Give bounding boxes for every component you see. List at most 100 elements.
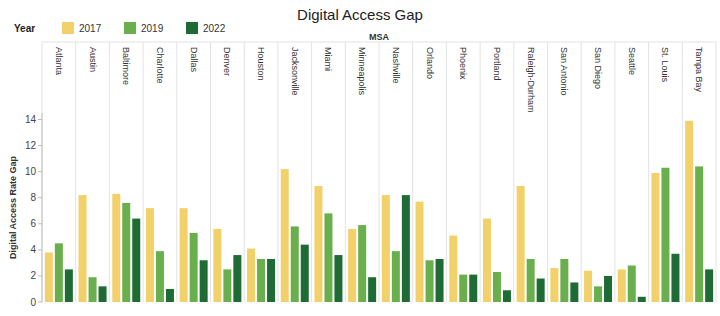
y-axis-label: Digital Access Rate Gap (8, 155, 18, 259)
bar (483, 219, 491, 302)
facet-separator (480, 42, 481, 302)
category-label: Tampa Bay (694, 47, 704, 93)
category-label: Portland (492, 47, 502, 81)
legend-title: Year (14, 23, 35, 34)
x-axis-label: MSA (369, 32, 390, 42)
bar (560, 259, 568, 302)
facet-separator (614, 42, 615, 302)
bar (89, 277, 97, 302)
category-label: San Antonio (559, 47, 569, 96)
category-label: Orlando (425, 47, 435, 79)
category-label: Denver (222, 47, 232, 76)
facet-separator (379, 42, 380, 302)
facet-separator (716, 42, 717, 302)
legend-swatch (186, 22, 198, 34)
bar (604, 276, 612, 302)
legend-label: 2022 (203, 23, 226, 34)
y-axis-line (42, 113, 43, 302)
category-labels: AtlantaAustinBaltimoreCharlotteDallasDen… (54, 47, 704, 113)
legend-label: 2017 (79, 23, 102, 34)
bar (324, 213, 332, 302)
legend-swatch (124, 22, 136, 34)
y-tick (38, 197, 42, 198)
category-label: San Diego (593, 47, 603, 89)
bar (247, 249, 255, 302)
y-tick (38, 302, 42, 303)
y-tick-label: 8 (30, 192, 36, 203)
facet-separator (311, 42, 312, 302)
bar (122, 203, 130, 302)
bar (594, 286, 602, 302)
category-label: St. Louis (660, 47, 670, 83)
legend: Year 2017 2019 2022 (14, 22, 226, 34)
bar (132, 219, 140, 302)
bar (233, 255, 241, 302)
bar (570, 282, 578, 302)
bar (402, 195, 410, 302)
facet-separator (446, 42, 447, 302)
facet-separator (109, 42, 110, 302)
legend-swatch (62, 22, 74, 34)
bar (314, 186, 322, 302)
facet-separators (42, 42, 716, 302)
bar (628, 266, 636, 302)
bar (291, 226, 299, 302)
bar (661, 168, 669, 302)
y-tick-label: 14 (25, 114, 37, 125)
bar (213, 229, 221, 302)
bar (368, 277, 376, 302)
y-tick-label: 0 (30, 297, 36, 308)
bar (459, 275, 467, 302)
facet-separator (244, 42, 245, 302)
bar (503, 290, 511, 302)
bar (257, 259, 265, 302)
facet-separator (75, 42, 76, 302)
category-label: Charlotte (155, 47, 165, 84)
category-label: Dallas (189, 47, 199, 73)
bar (55, 243, 63, 302)
bar (200, 260, 208, 302)
bar (301, 245, 309, 302)
bar (112, 194, 120, 302)
bar (671, 254, 679, 302)
bar (146, 208, 154, 302)
category-label: Jacksonville (290, 47, 300, 96)
facet-separator (513, 42, 514, 302)
bar (550, 268, 558, 302)
category-label: Minneapolis (357, 47, 367, 96)
facet-separator (412, 42, 413, 302)
bar (392, 251, 400, 302)
y-tick-label: 4 (30, 244, 36, 255)
bar (651, 173, 659, 302)
chart: Digital Access Gap Year 2017 2019 2022 MSA Atl… (0, 0, 720, 316)
y-tick (38, 145, 42, 146)
bar (638, 297, 646, 302)
legend-label: 2019 (141, 23, 164, 34)
bar (180, 208, 188, 302)
bar (695, 166, 703, 302)
y-tick (38, 249, 42, 250)
bar (65, 269, 73, 302)
bar (166, 289, 174, 302)
category-label: Baltimore (121, 47, 131, 85)
category-label: Houston (256, 47, 266, 81)
facet-separator (682, 42, 683, 302)
y-ticks: 02468101214 (25, 114, 42, 307)
facet-separator (143, 42, 144, 302)
facet-separator (277, 42, 278, 302)
facet-separator (581, 42, 582, 302)
bar (156, 251, 164, 302)
category-label: Raleigh-Durham (526, 47, 536, 113)
category-label: Seattle (627, 47, 637, 75)
bar (99, 286, 107, 302)
bar (416, 202, 424, 302)
facet-separator (345, 42, 346, 302)
bar (334, 255, 342, 302)
category-label: Atlanta (54, 47, 64, 75)
title: Digital Access Gap (297, 6, 423, 23)
bar (190, 233, 198, 302)
bar (358, 225, 366, 302)
y-tick-label: 10 (25, 166, 37, 177)
bar (618, 269, 626, 302)
bar (469, 275, 477, 302)
